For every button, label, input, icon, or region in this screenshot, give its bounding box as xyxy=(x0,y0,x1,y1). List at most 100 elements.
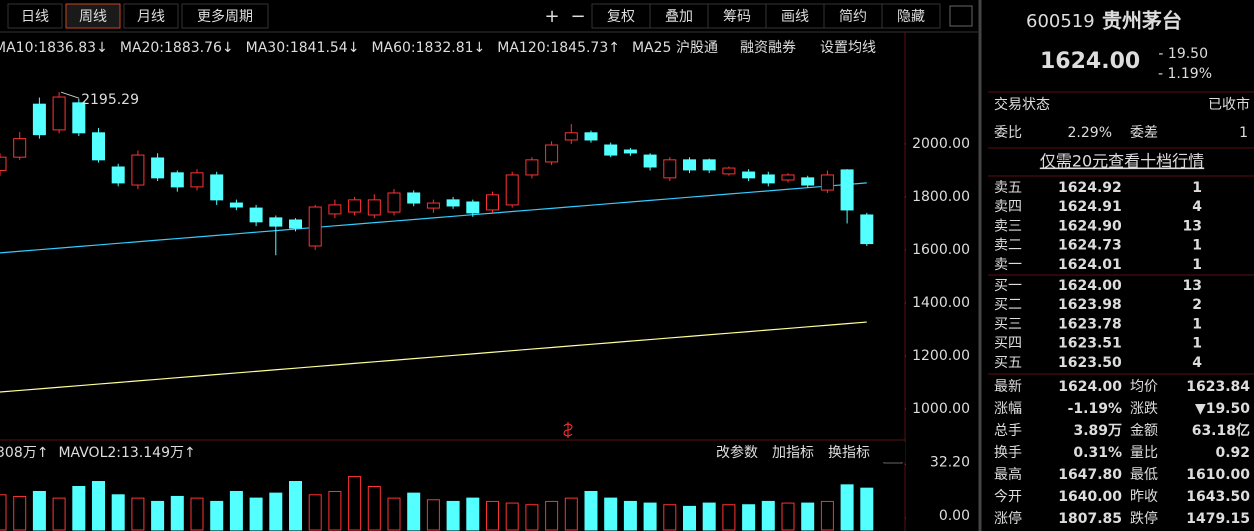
status-label: 交易状态 xyxy=(994,96,1050,113)
stat-label: 涨幅 xyxy=(994,401,1022,417)
y-tick-label: 1000.00 xyxy=(912,401,970,417)
tool-label[interactable]: 简约 xyxy=(839,8,867,25)
candle-body xyxy=(52,96,66,131)
stat-label: 昨收 xyxy=(1130,489,1158,505)
candle-body xyxy=(13,138,27,158)
change-pct: - 1.19% xyxy=(1158,66,1212,82)
volume-bar xyxy=(348,476,362,531)
volume-bar xyxy=(623,500,637,531)
volume-bar xyxy=(210,500,224,531)
change: - 19.50 xyxy=(1158,46,1208,62)
chart-link[interactable]: 设置均线 xyxy=(820,40,876,56)
stat-value: 1624.00 xyxy=(1058,379,1122,395)
stat-value: 1643.50 xyxy=(1186,489,1250,505)
stat-label: 跌停 xyxy=(1130,510,1158,527)
tool-label[interactable]: 叠加 xyxy=(665,9,693,25)
book-label: 买三 xyxy=(994,316,1022,332)
tool-label[interactable]: 画线 xyxy=(781,9,809,25)
book-label: 卖五 xyxy=(994,180,1022,196)
candle-body xyxy=(584,132,598,141)
y-tick-label: 1600.00 xyxy=(912,242,970,258)
volume-bar xyxy=(52,497,66,531)
y-tick-label: 1800.00 xyxy=(912,189,970,205)
status-value: 已收市 xyxy=(1208,96,1250,113)
tool-label[interactable]: 复权 xyxy=(607,8,635,25)
tool-button[interactable] xyxy=(881,3,941,29)
chart-link[interactable]: 沪股通 xyxy=(676,40,718,56)
zoom-out[interactable]: − xyxy=(570,6,585,27)
stat-value: 0.31% xyxy=(1073,445,1122,461)
vol-legend: 308万↑ xyxy=(0,445,48,461)
volume-bar xyxy=(190,497,204,531)
book-price: 1623.51 xyxy=(1058,336,1122,352)
volume-bar xyxy=(446,500,460,531)
period-label[interactable]: 月线 xyxy=(137,9,165,25)
book-volume: 4 xyxy=(1192,199,1202,215)
ma-line xyxy=(0,182,867,254)
vol-tick-label: 0.00 xyxy=(939,508,970,524)
period-button[interactable] xyxy=(181,3,269,29)
stat-value: 1479.15 xyxy=(1186,511,1250,527)
candle-body xyxy=(525,159,539,176)
period-label[interactable]: 周线 xyxy=(79,9,107,25)
book-price: 1623.78 xyxy=(1058,316,1122,332)
volume-bar xyxy=(584,490,598,531)
vol-legend-bg xyxy=(0,442,905,462)
fullscreen-button[interactable] xyxy=(949,5,973,27)
book-volume: 1 xyxy=(1192,180,1202,196)
volume-bar xyxy=(72,485,86,531)
volume-bar xyxy=(229,490,243,531)
volume-bar xyxy=(545,500,559,531)
ratio-label: 委比 xyxy=(994,125,1022,141)
tool-label[interactable]: 隐藏 xyxy=(897,9,925,25)
volume-bar xyxy=(170,495,184,531)
volume-bar xyxy=(289,481,302,531)
candle-body xyxy=(151,157,165,179)
candle-body xyxy=(170,172,184,188)
candle-body xyxy=(604,144,618,156)
stat-label: 涨跌 xyxy=(1130,401,1158,417)
volume-bar xyxy=(702,502,716,531)
stat-value: ▼19.50 xyxy=(1195,401,1250,417)
volume-bar xyxy=(663,504,677,531)
ma-legend: MA10:1836.83↓ xyxy=(0,40,108,56)
period-button[interactable] xyxy=(65,3,121,29)
candle-body xyxy=(722,167,736,175)
tool-label[interactable]: 筹码 xyxy=(723,8,751,25)
candle-body xyxy=(466,201,480,214)
volume-bar xyxy=(111,494,125,531)
vol-button[interactable]: 改参数 xyxy=(716,444,758,461)
period-label[interactable]: 日线 xyxy=(21,9,49,25)
period-button[interactable] xyxy=(7,3,63,29)
book-price: 1624.91 xyxy=(1058,199,1122,215)
stat-label: 金额 xyxy=(1130,423,1158,439)
candle-body xyxy=(72,102,86,134)
chart-link[interactable]: 融资融券 xyxy=(740,40,796,56)
zoom-in[interactable]: + xyxy=(544,6,559,27)
volume-bar xyxy=(486,500,499,531)
volume-bar xyxy=(564,497,578,531)
vol-button[interactable]: 加指标 xyxy=(772,445,814,461)
period-label[interactable]: 更多周期 xyxy=(197,8,253,25)
stat-value: 1647.80 xyxy=(1058,467,1122,483)
stat-label: 换手 xyxy=(994,444,1022,461)
volume-bar xyxy=(643,502,657,531)
y-tick-label: 1400.00 xyxy=(912,295,970,311)
candle-body xyxy=(249,207,263,223)
candle-body xyxy=(486,194,499,211)
candle-body xyxy=(820,174,834,191)
ma-legend: MA30:1841.54↓ xyxy=(246,40,360,56)
volume-bar xyxy=(0,494,7,531)
book-price: 1624.90 xyxy=(1058,218,1122,234)
promo-link[interactable]: 仅需20元查看十档行情 xyxy=(1040,152,1204,171)
book-volume: 1 xyxy=(1192,257,1202,273)
book-label: 卖一 xyxy=(994,257,1022,273)
stat-value: 3.89万 xyxy=(1073,423,1122,439)
volume-bar xyxy=(742,504,756,531)
candle-body xyxy=(505,174,519,206)
period-button[interactable] xyxy=(123,3,179,29)
volume-bar xyxy=(407,492,421,531)
volume-bar xyxy=(308,494,322,531)
vol-button[interactable]: 换指标 xyxy=(828,444,870,461)
diff-label: 委差 xyxy=(1130,125,1158,141)
